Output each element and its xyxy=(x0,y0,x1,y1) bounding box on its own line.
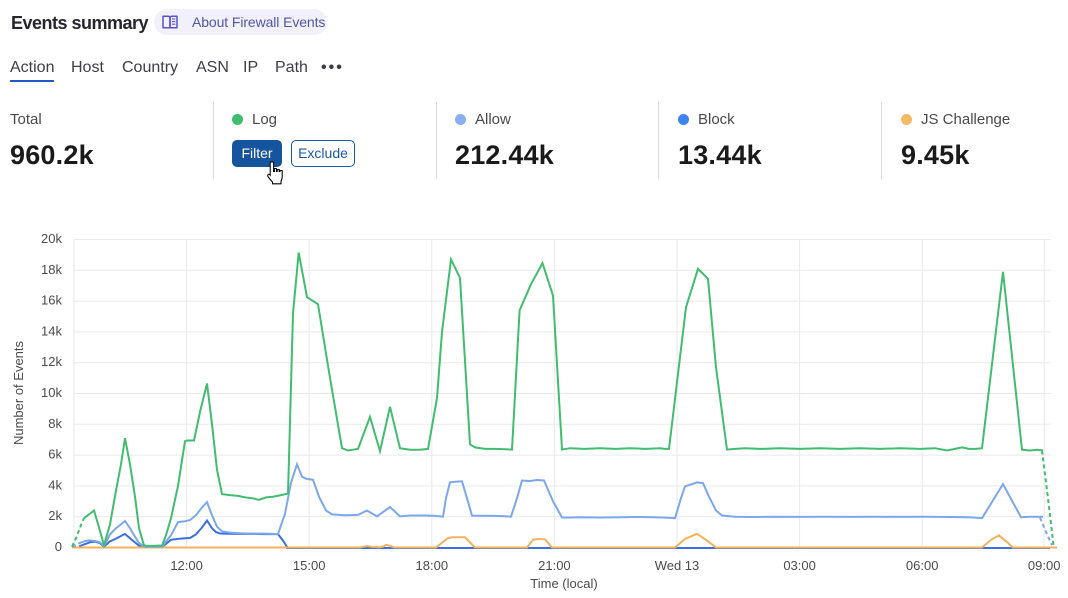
svg-text:4k: 4k xyxy=(48,477,62,492)
svg-text:12:00: 12:00 xyxy=(170,558,203,573)
svg-text:20k: 20k xyxy=(41,231,62,246)
svg-text:21:00: 21:00 xyxy=(538,558,571,573)
svg-text:12k: 12k xyxy=(41,354,62,369)
svg-text:Wed 13: Wed 13 xyxy=(655,558,700,573)
svg-text:18:00: 18:00 xyxy=(416,558,449,573)
svg-text:Time (local): Time (local) xyxy=(530,576,597,591)
svg-text:2k: 2k xyxy=(48,508,62,523)
svg-text:8k: 8k xyxy=(48,416,62,431)
svg-text:18k: 18k xyxy=(41,262,62,277)
svg-text:6k: 6k xyxy=(48,447,62,462)
svg-text:Number of Events: Number of Events xyxy=(11,340,26,445)
svg-text:15:00: 15:00 xyxy=(293,558,326,573)
svg-text:0: 0 xyxy=(55,539,62,554)
svg-text:16k: 16k xyxy=(41,293,62,308)
svg-text:06:00: 06:00 xyxy=(906,558,939,573)
svg-text:03:00: 03:00 xyxy=(783,558,816,573)
svg-text:09:00: 09:00 xyxy=(1028,558,1061,573)
svg-text:10k: 10k xyxy=(41,385,62,400)
svg-text:14k: 14k xyxy=(41,323,62,338)
